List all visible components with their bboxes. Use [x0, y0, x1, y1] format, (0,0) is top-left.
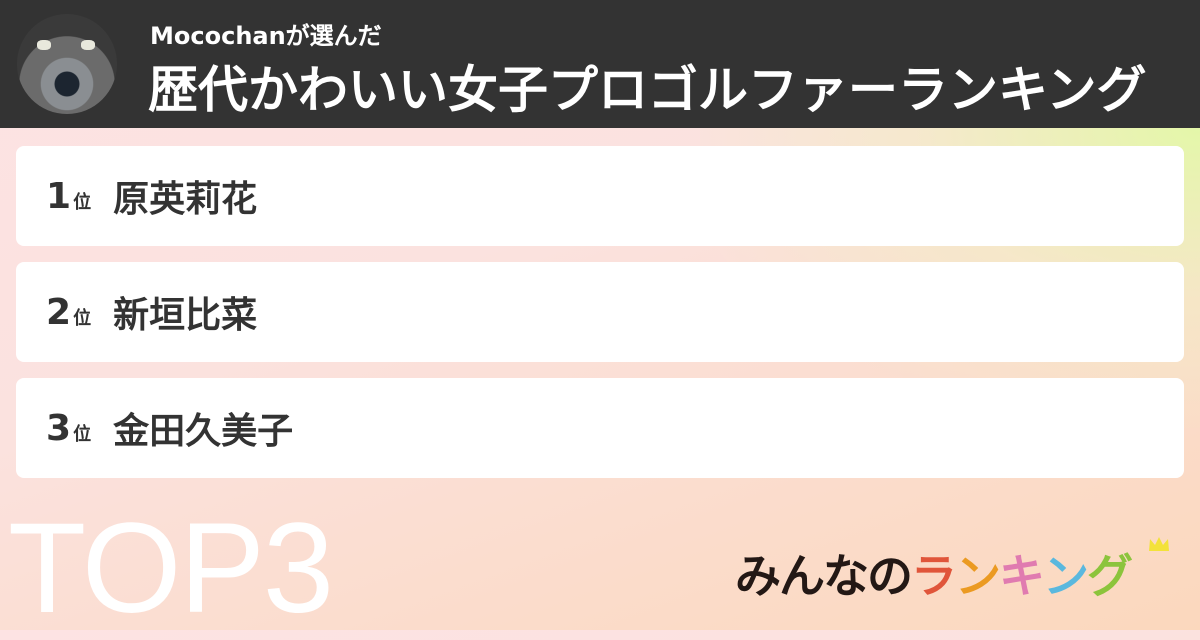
logo-part: グ [1087, 549, 1133, 603]
item-name: 原英莉花 [113, 179, 258, 220]
page-title: 歴代かわいい女子プロゴルファーランキング [148, 61, 1147, 119]
logo-part: ラ [911, 549, 957, 603]
item-name: 金田久美子 [113, 411, 294, 452]
item-name: 新垣比菜 [113, 295, 258, 336]
logo-part: ン [955, 549, 1001, 603]
logo-part: みんなの [735, 549, 913, 603]
site-logo[interactable]: みんなのランキング [735, 540, 1133, 606]
avatar [17, 14, 117, 114]
top3-badge: TOP3 [8, 497, 334, 640]
crown-icon [1149, 537, 1169, 551]
header: Mocochanが選んだ 歴代かわいい女子プロゴルファーランキング [0, 0, 1200, 128]
logo-part: ン [1043, 549, 1089, 603]
logo-part: キ [999, 549, 1045, 603]
header-subtitle: Mocochanが選んだ [150, 22, 382, 50]
